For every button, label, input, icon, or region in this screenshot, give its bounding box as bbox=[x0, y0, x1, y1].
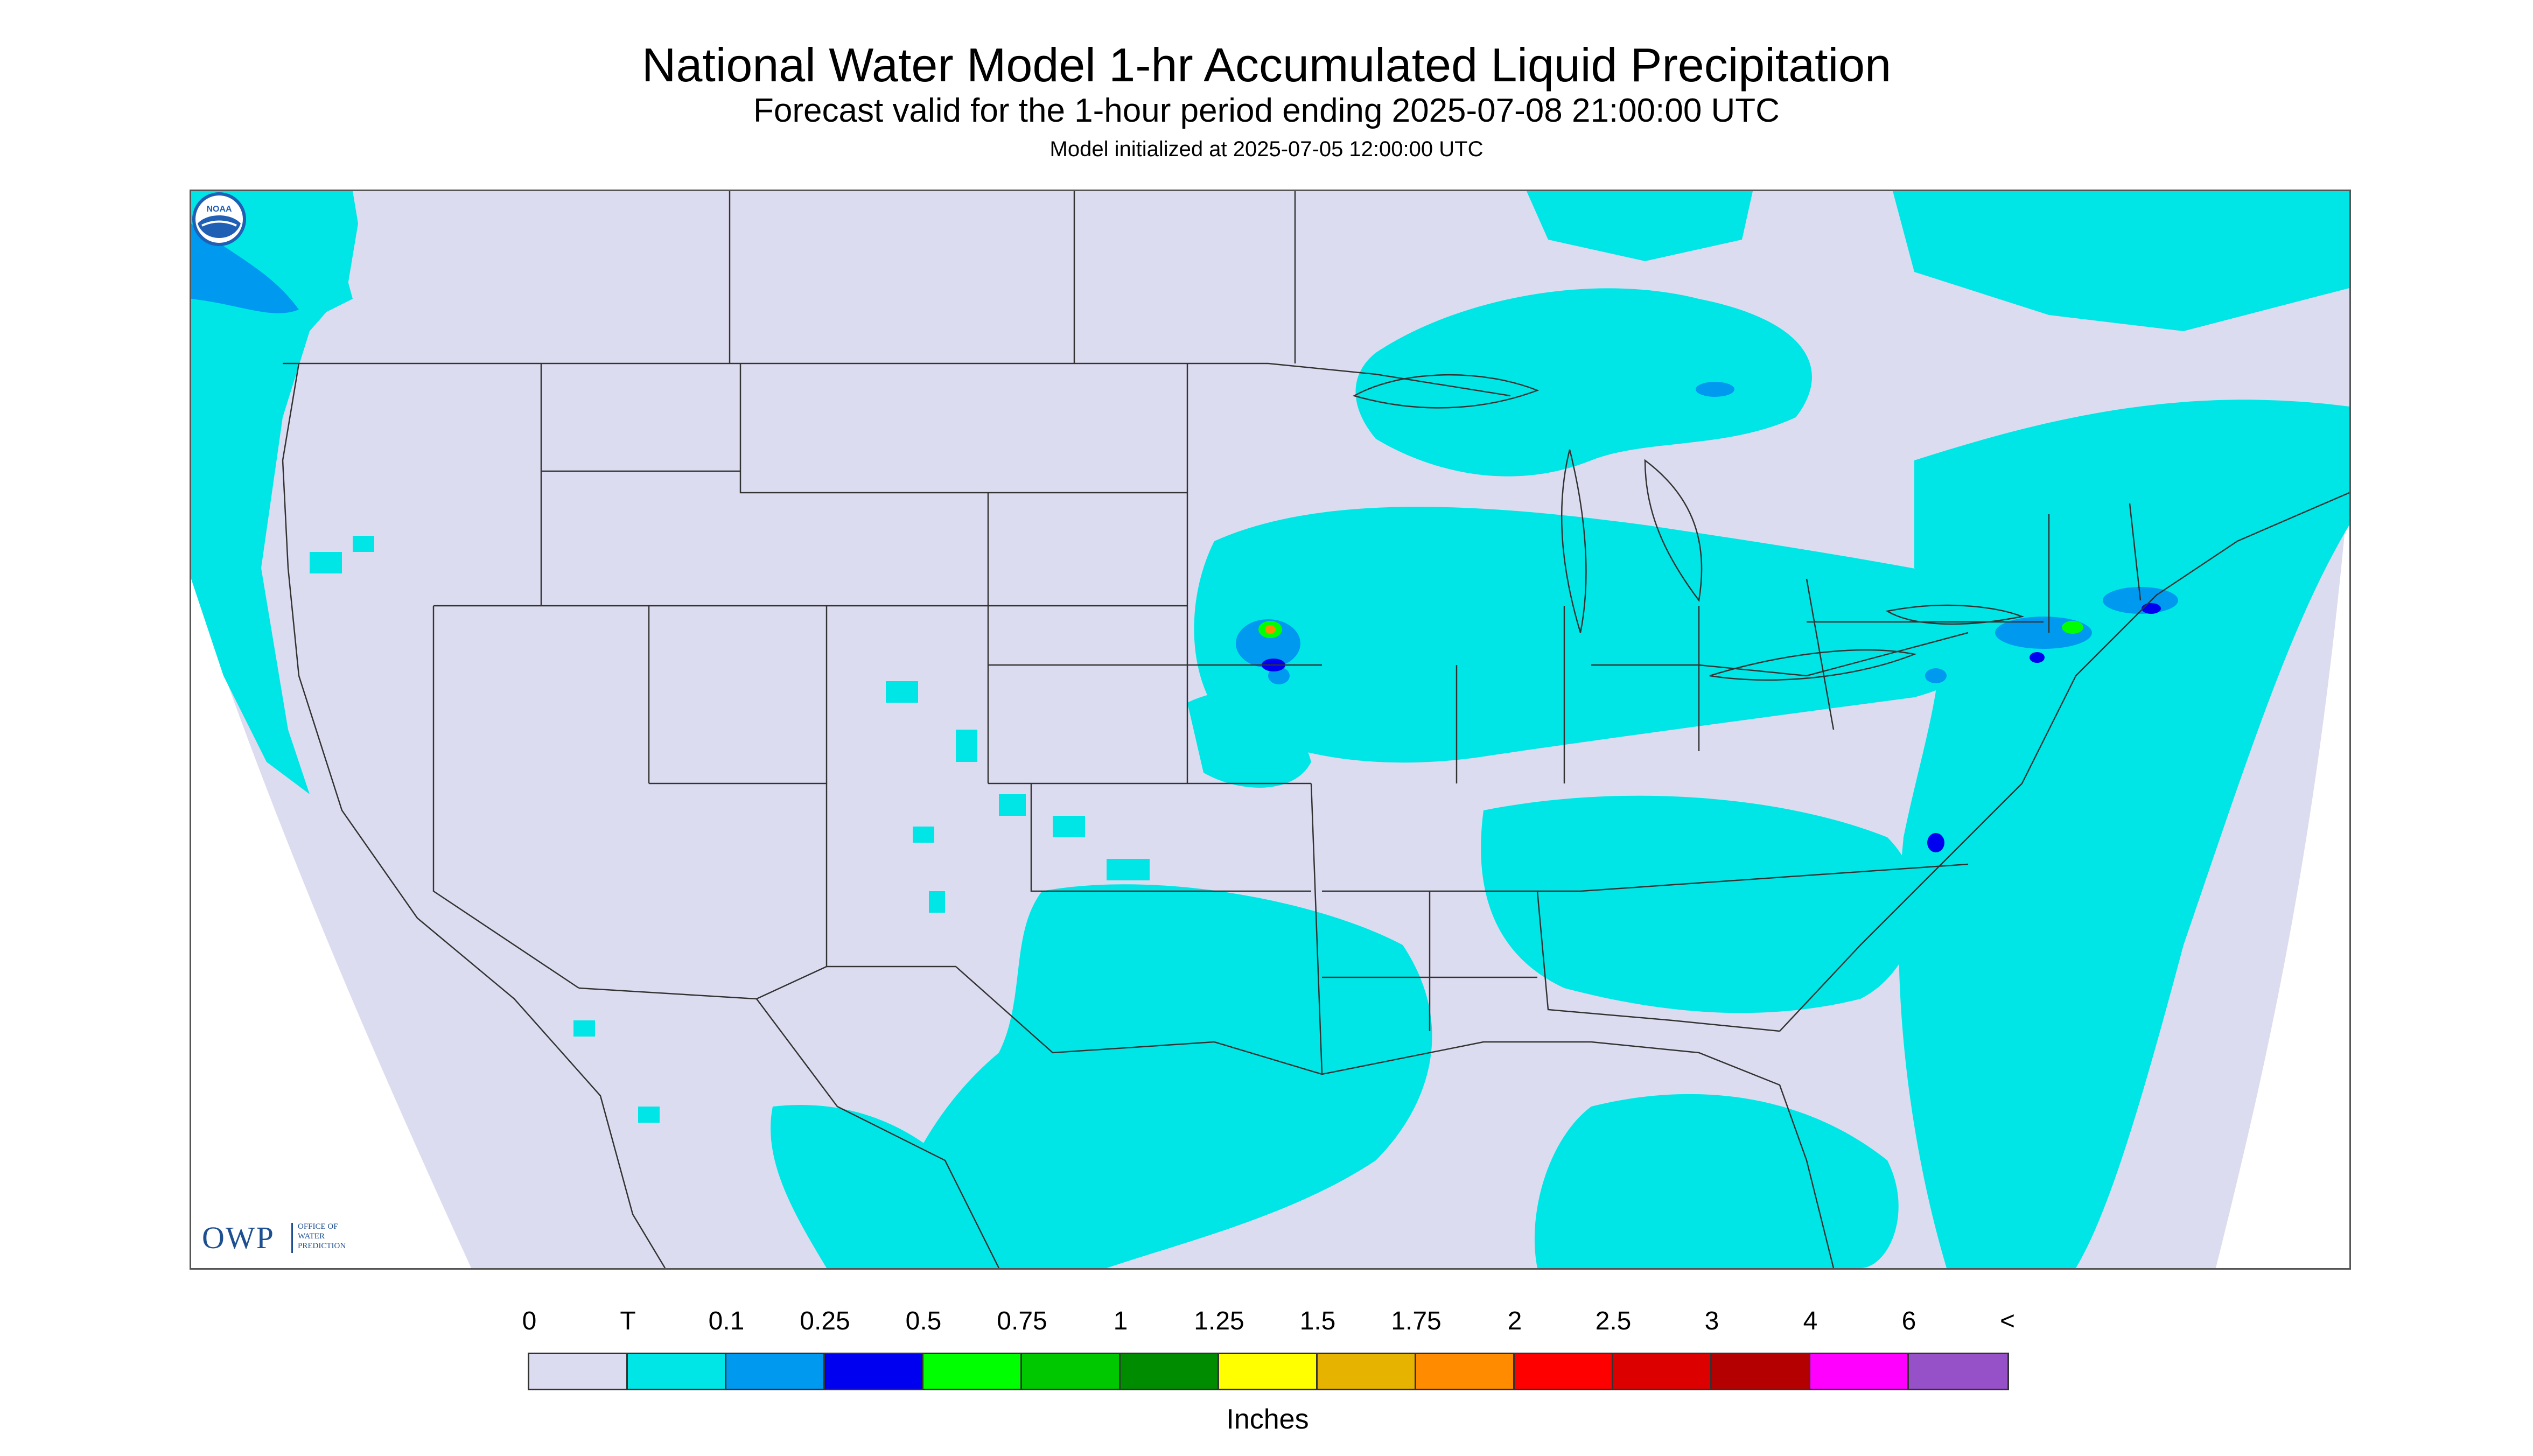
legend-swatch bbox=[628, 1354, 726, 1389]
legend-swatch bbox=[1022, 1354, 1121, 1389]
map-subtitle: Forecast valid for the 1-hour period end… bbox=[753, 92, 1780, 129]
political-boundaries bbox=[282, 191, 2349, 1268]
legend-tick-label: 0.1 bbox=[708, 1307, 745, 1335]
legend-swatch bbox=[825, 1354, 923, 1389]
legend-tick-label: 0.25 bbox=[800, 1307, 850, 1335]
legend-tick-label: 3 bbox=[1704, 1307, 1719, 1335]
owp-logo-divider bbox=[291, 1223, 293, 1253]
noaa-logo-text: NOAA bbox=[206, 205, 232, 214]
precip-legend: 0 T 0.1 0.25 0.5 0.75 1 1.25 1.5 1.75 2 2.5 3 4 6 < Inc… bbox=[522, 1306, 2015, 1436]
legend-swatch bbox=[529, 1354, 628, 1389]
legend-swatch bbox=[1219, 1354, 1318, 1389]
legend-tick-label: 1.5 bbox=[1299, 1307, 1336, 1335]
precipitation-map[interactable]: OWP OFFICE OF WATER PREDICTION NOAA bbox=[190, 190, 2351, 1270]
owp-sub-line-1: OFFICE OF bbox=[298, 1222, 338, 1231]
owp-sub-line-3: PREDICTION bbox=[298, 1242, 346, 1250]
legend-tick-label: 4 bbox=[1803, 1307, 1818, 1335]
precip-trace-regions bbox=[191, 191, 2349, 1268]
init-time-line: Model initialized at 2025-07-05 12:00:00… bbox=[1049, 137, 1484, 161]
legend-swatch bbox=[1909, 1354, 2007, 1389]
legend-tick-label: T bbox=[620, 1307, 636, 1335]
legend-tick-label: 1 bbox=[1113, 1307, 1128, 1335]
legend-swatch bbox=[1121, 1354, 1219, 1389]
owp-logo-text: OWP bbox=[202, 1220, 275, 1255]
legend-tick-label: 2 bbox=[1507, 1307, 1522, 1335]
legend-tick-label: 1.75 bbox=[1391, 1307, 1442, 1335]
owp-sub-line-2: WATER bbox=[298, 1232, 325, 1241]
legend-tick-label: 0 bbox=[522, 1307, 537, 1335]
legend-swatch bbox=[1712, 1354, 1810, 1389]
owp-logo: OWP OFFICE OF WATER PREDICTION bbox=[202, 1220, 385, 1257]
map-title: National Water Model 1-hr Accumulated Li… bbox=[641, 38, 1892, 92]
owp-logo-subtext: OFFICE OF WATER PREDICTION bbox=[298, 1222, 346, 1251]
legend-swatch bbox=[1416, 1354, 1515, 1389]
legend-swatch bbox=[1810, 1354, 1909, 1389]
legend-tick-label: 0.75 bbox=[997, 1307, 1047, 1335]
legend-colorbar bbox=[528, 1353, 2009, 1390]
legend-tick-label: 1.25 bbox=[1194, 1307, 1244, 1335]
legend-tick-label: 2.5 bbox=[1595, 1307, 1632, 1335]
legend-swatch bbox=[1613, 1354, 1712, 1389]
legend-units-label: Inches bbox=[1226, 1404, 1309, 1435]
legend-tick-label: 0.5 bbox=[905, 1307, 942, 1335]
legend-swatch bbox=[1318, 1354, 1416, 1389]
legend-tick-label: 6 bbox=[1901, 1307, 1916, 1335]
legend-tick-label: < bbox=[1999, 1307, 2016, 1335]
noaa-logo-icon: NOAA bbox=[192, 192, 246, 246]
map-canvas bbox=[191, 191, 2349, 1268]
legend-swatch bbox=[923, 1354, 1022, 1389]
legend-swatch bbox=[1515, 1354, 1613, 1389]
legend-swatch bbox=[726, 1354, 825, 1389]
